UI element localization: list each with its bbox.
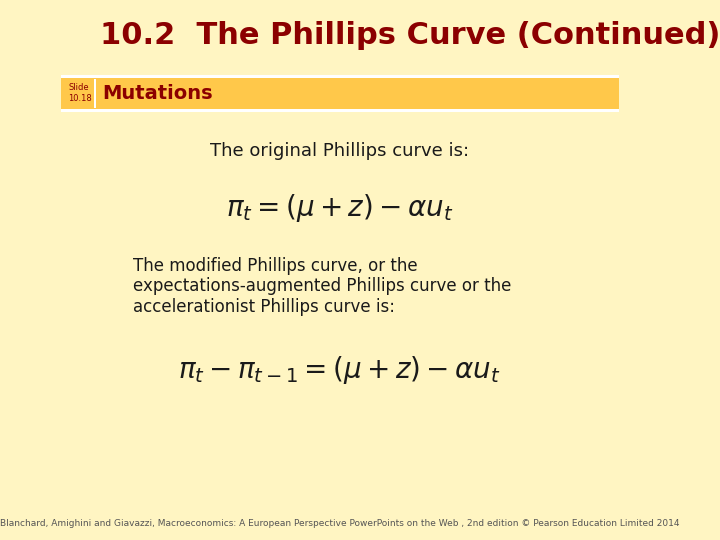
Text: The original Phillips curve is:: The original Phillips curve is: (210, 142, 469, 160)
Bar (60, 109, 618, 112)
Bar (60, 75, 618, 78)
Text: expectations-augmented Phillips curve or the: expectations-augmented Phillips curve or… (133, 277, 512, 295)
Text: $\pi_t - \pi_{t-1} = (\mu + z) - \alpha u_t$: $\pi_t - \pi_{t-1} = (\mu + z) - \alpha … (179, 354, 501, 386)
Text: Slide
10.18: Slide 10.18 (68, 83, 91, 104)
Text: $\pi_t = (\mu + z) - \alpha u_t$: $\pi_t = (\mu + z) - \alpha u_t$ (226, 192, 454, 224)
Bar (94, 79, 96, 108)
Text: accelerationist Phillips curve is:: accelerationist Phillips curve is: (133, 298, 395, 316)
Text: Mutations: Mutations (102, 84, 213, 103)
Text: Blanchard, Amighini and Giavazzi, Macroeconomics: A European Perspective PowerPo: Blanchard, Amighini and Giavazzi, Macroe… (0, 519, 680, 528)
Text: The modified Phillips curve, or the: The modified Phillips curve, or the (133, 256, 418, 275)
Bar (60, 78, 618, 109)
Text: 10.2  The Phillips Curve (Continued): 10.2 The Phillips Curve (Continued) (100, 21, 720, 50)
